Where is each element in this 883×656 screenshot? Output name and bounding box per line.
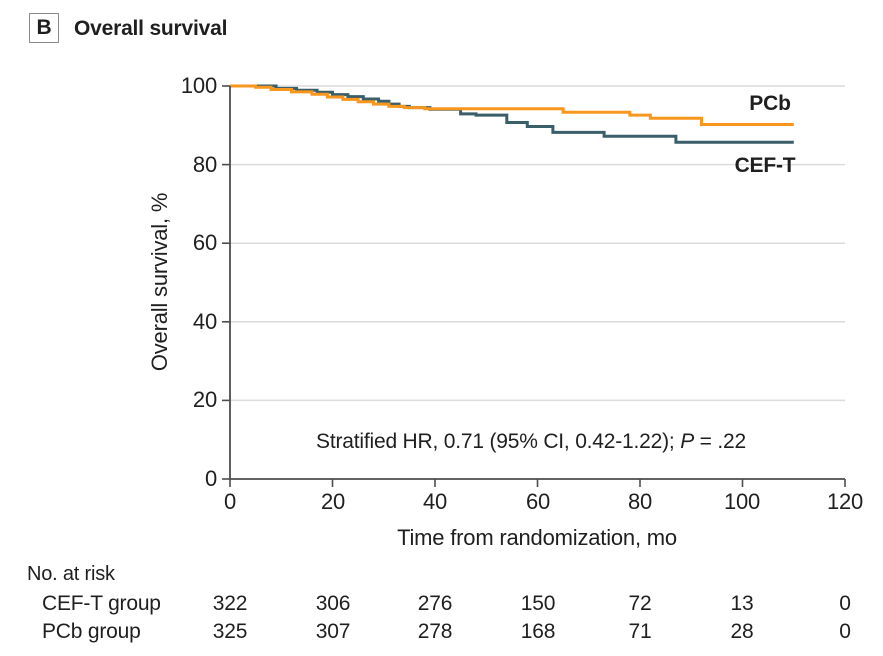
x-tick-label: 60	[525, 489, 551, 514]
at-risk-value: 276	[417, 592, 453, 615]
x-tick-label: 120	[826, 489, 864, 514]
at-risk-value: 278	[417, 620, 453, 643]
panel-label: B	[36, 16, 52, 39]
at-risk-value: 72	[628, 592, 652, 615]
hr-annotation-text: Stratified HR, 0.71 (95% CI, 0.42-1.22);	[316, 430, 681, 453]
at-risk-value: 13	[730, 592, 754, 615]
curve-label-ceft: CEF-T	[734, 154, 796, 177]
y-tick-label: 60	[192, 230, 217, 255]
y-tick-label: 20	[192, 387, 217, 412]
p-value-symbol: P	[680, 430, 695, 453]
x-tick-label: 80	[627, 489, 653, 514]
at-risk-value: 306	[315, 592, 351, 615]
at-risk-row-label-ceft: CEF-T group	[42, 592, 161, 615]
y-tick-label: 80	[192, 152, 217, 177]
y-tick-label: 40	[192, 309, 217, 334]
y-axis-title: Overall survival, %	[147, 192, 172, 372]
at-risk-value: 307	[315, 620, 351, 643]
at-risk-value: 0	[839, 592, 851, 615]
x-tick-label: 40	[422, 489, 448, 514]
at-risk-value: 322	[212, 592, 248, 615]
y-tick-label: 0	[204, 466, 217, 491]
at-risk-value: 71	[628, 620, 652, 643]
at-risk-value: 0	[839, 620, 851, 643]
p-value-text: = .22	[694, 430, 747, 453]
at-risk-value: 325	[212, 620, 248, 643]
x-axis-title: Time from randomization, mo	[397, 525, 677, 550]
at-risk-row-label-pcb: PCb group	[42, 620, 141, 643]
series-pcb-line	[230, 84, 794, 126]
at-risk-value: 150	[520, 592, 556, 615]
x-tick-label: 100	[723, 489, 761, 514]
x-tick-label: 20	[320, 489, 346, 514]
y-tick-label: 100	[180, 73, 217, 98]
hr-annotation: Stratified HR, 0.71 (95% CI, 0.42-1.22);…	[316, 430, 746, 454]
x-tick-label: 0	[223, 489, 237, 514]
at-risk-value: 28	[730, 620, 754, 643]
curve-label-pcb: PCb	[749, 92, 791, 115]
panel-title: Overall survival	[74, 17, 228, 40]
panel-label-badge: B	[29, 13, 59, 43]
at-risk-value: 168	[520, 620, 556, 643]
at-risk-title: No. at risk	[27, 563, 115, 585]
